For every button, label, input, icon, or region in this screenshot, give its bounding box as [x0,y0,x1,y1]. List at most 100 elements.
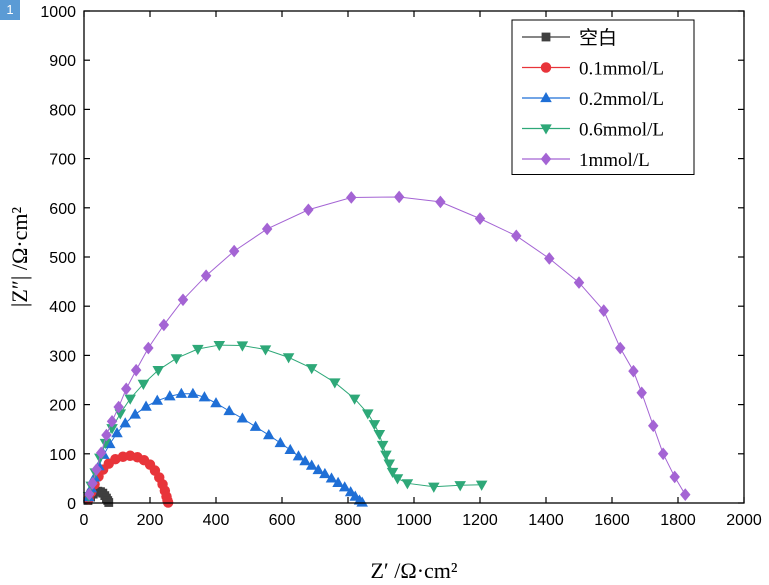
data-point [84,487,95,501]
data-point [669,470,680,484]
data-point [124,394,136,405]
x-tick-label: 200 [137,512,164,529]
x-tick-label: 0 [80,512,89,529]
legend-entry: 0.1mmol/L [522,59,664,80]
data-point [192,344,204,356]
legend-marker [540,91,552,103]
y-tick-label: 400 [49,299,76,316]
data-point [386,467,399,479]
data-point [573,276,585,289]
data-point [129,408,141,419]
data-point [338,481,351,492]
x-tick-label: 400 [203,512,230,529]
data-point [113,400,124,414]
data-point [99,438,112,450]
series-line [88,344,482,497]
y-tick-label: 800 [49,102,76,119]
data-point [187,387,199,398]
data-point [236,341,249,352]
figure-number-badge: 1 [0,0,20,20]
data-point [284,443,297,454]
data-point [368,420,381,431]
data-point [223,404,235,416]
legend-marker [540,124,552,135]
data-point [373,429,386,441]
data-point [636,386,647,400]
x-tick-label: 2000 [726,512,762,529]
data-point [101,428,112,442]
data-point [95,446,107,460]
series-line [88,196,686,495]
legend-entry: 0.2mmol/L [522,89,664,110]
y-axis-title: |Z″| /Ω·cm² [7,207,32,308]
data-point [282,353,295,364]
data-point [106,424,118,435]
legend-entry: 1mmol/L [522,150,650,171]
series-diamond [84,190,691,501]
legend-label: 0.2mmol/L [579,89,664,110]
data-point [152,366,165,377]
data-point [140,400,152,411]
data-point [119,417,132,428]
data-point [87,476,98,490]
data-point [228,244,240,258]
plot-content [82,190,691,508]
y-tick-label: 100 [49,447,76,464]
data-point [305,364,318,375]
x-tick-label: 1800 [660,512,696,529]
data-point [299,455,311,466]
legend-box [511,19,695,175]
data-point [121,382,132,396]
data-point [143,341,154,355]
legend-label: 0.1mmol/L [579,59,664,80]
data-point [356,496,368,507]
data-point [435,195,446,209]
legend: 空白 0.1mmol/L 0.2mmol/L 0.6mmol/L 1mmol/L [511,19,695,175]
data-point [393,190,405,204]
data-point [151,394,164,405]
data-point [628,364,639,378]
data-point [111,427,123,438]
data-point [198,391,211,402]
x-tick-label: 1000 [396,512,432,529]
x-axis-title: Z′ /Ω·cm² [370,558,457,583]
data-point [170,354,183,365]
data-point [106,415,118,428]
series-triangle-down [82,340,488,503]
data-point [213,340,226,352]
data-point [401,479,414,490]
x-tick-label: 1400 [528,512,564,529]
legend-label: 0.6mmol/L [579,120,664,141]
legend-marker [540,62,552,73]
data-point [137,379,150,390]
data-point [91,463,102,476]
x-tick-label: 1200 [462,512,498,529]
data-point [376,440,389,451]
data-point [380,450,392,461]
legend-label: 空白 [579,27,617,49]
data-point [348,394,361,405]
data-point [657,447,669,461]
data-point [164,390,176,401]
data-point [680,488,691,501]
data-point [362,409,374,420]
data-point [332,476,344,487]
data-point [329,378,341,389]
y-tick-label: 0 [67,496,76,513]
data-point [200,269,212,283]
data-point [261,222,273,236]
data-point [428,482,440,493]
data-point [475,480,488,491]
series-line [88,393,363,503]
data-point [454,481,466,492]
data-point [259,345,272,356]
data-point [325,472,338,483]
data-point [210,397,222,408]
legend-entry: 0.6mmol/L [522,120,664,141]
data-point [263,429,275,440]
legend-marker [541,32,551,42]
data-point [177,293,189,307]
x-tick-label: 800 [335,512,362,529]
axis-ticks: 0 200 400 600 800 1000 1200 1400 1600 1800 2000 0 10… [40,4,761,529]
